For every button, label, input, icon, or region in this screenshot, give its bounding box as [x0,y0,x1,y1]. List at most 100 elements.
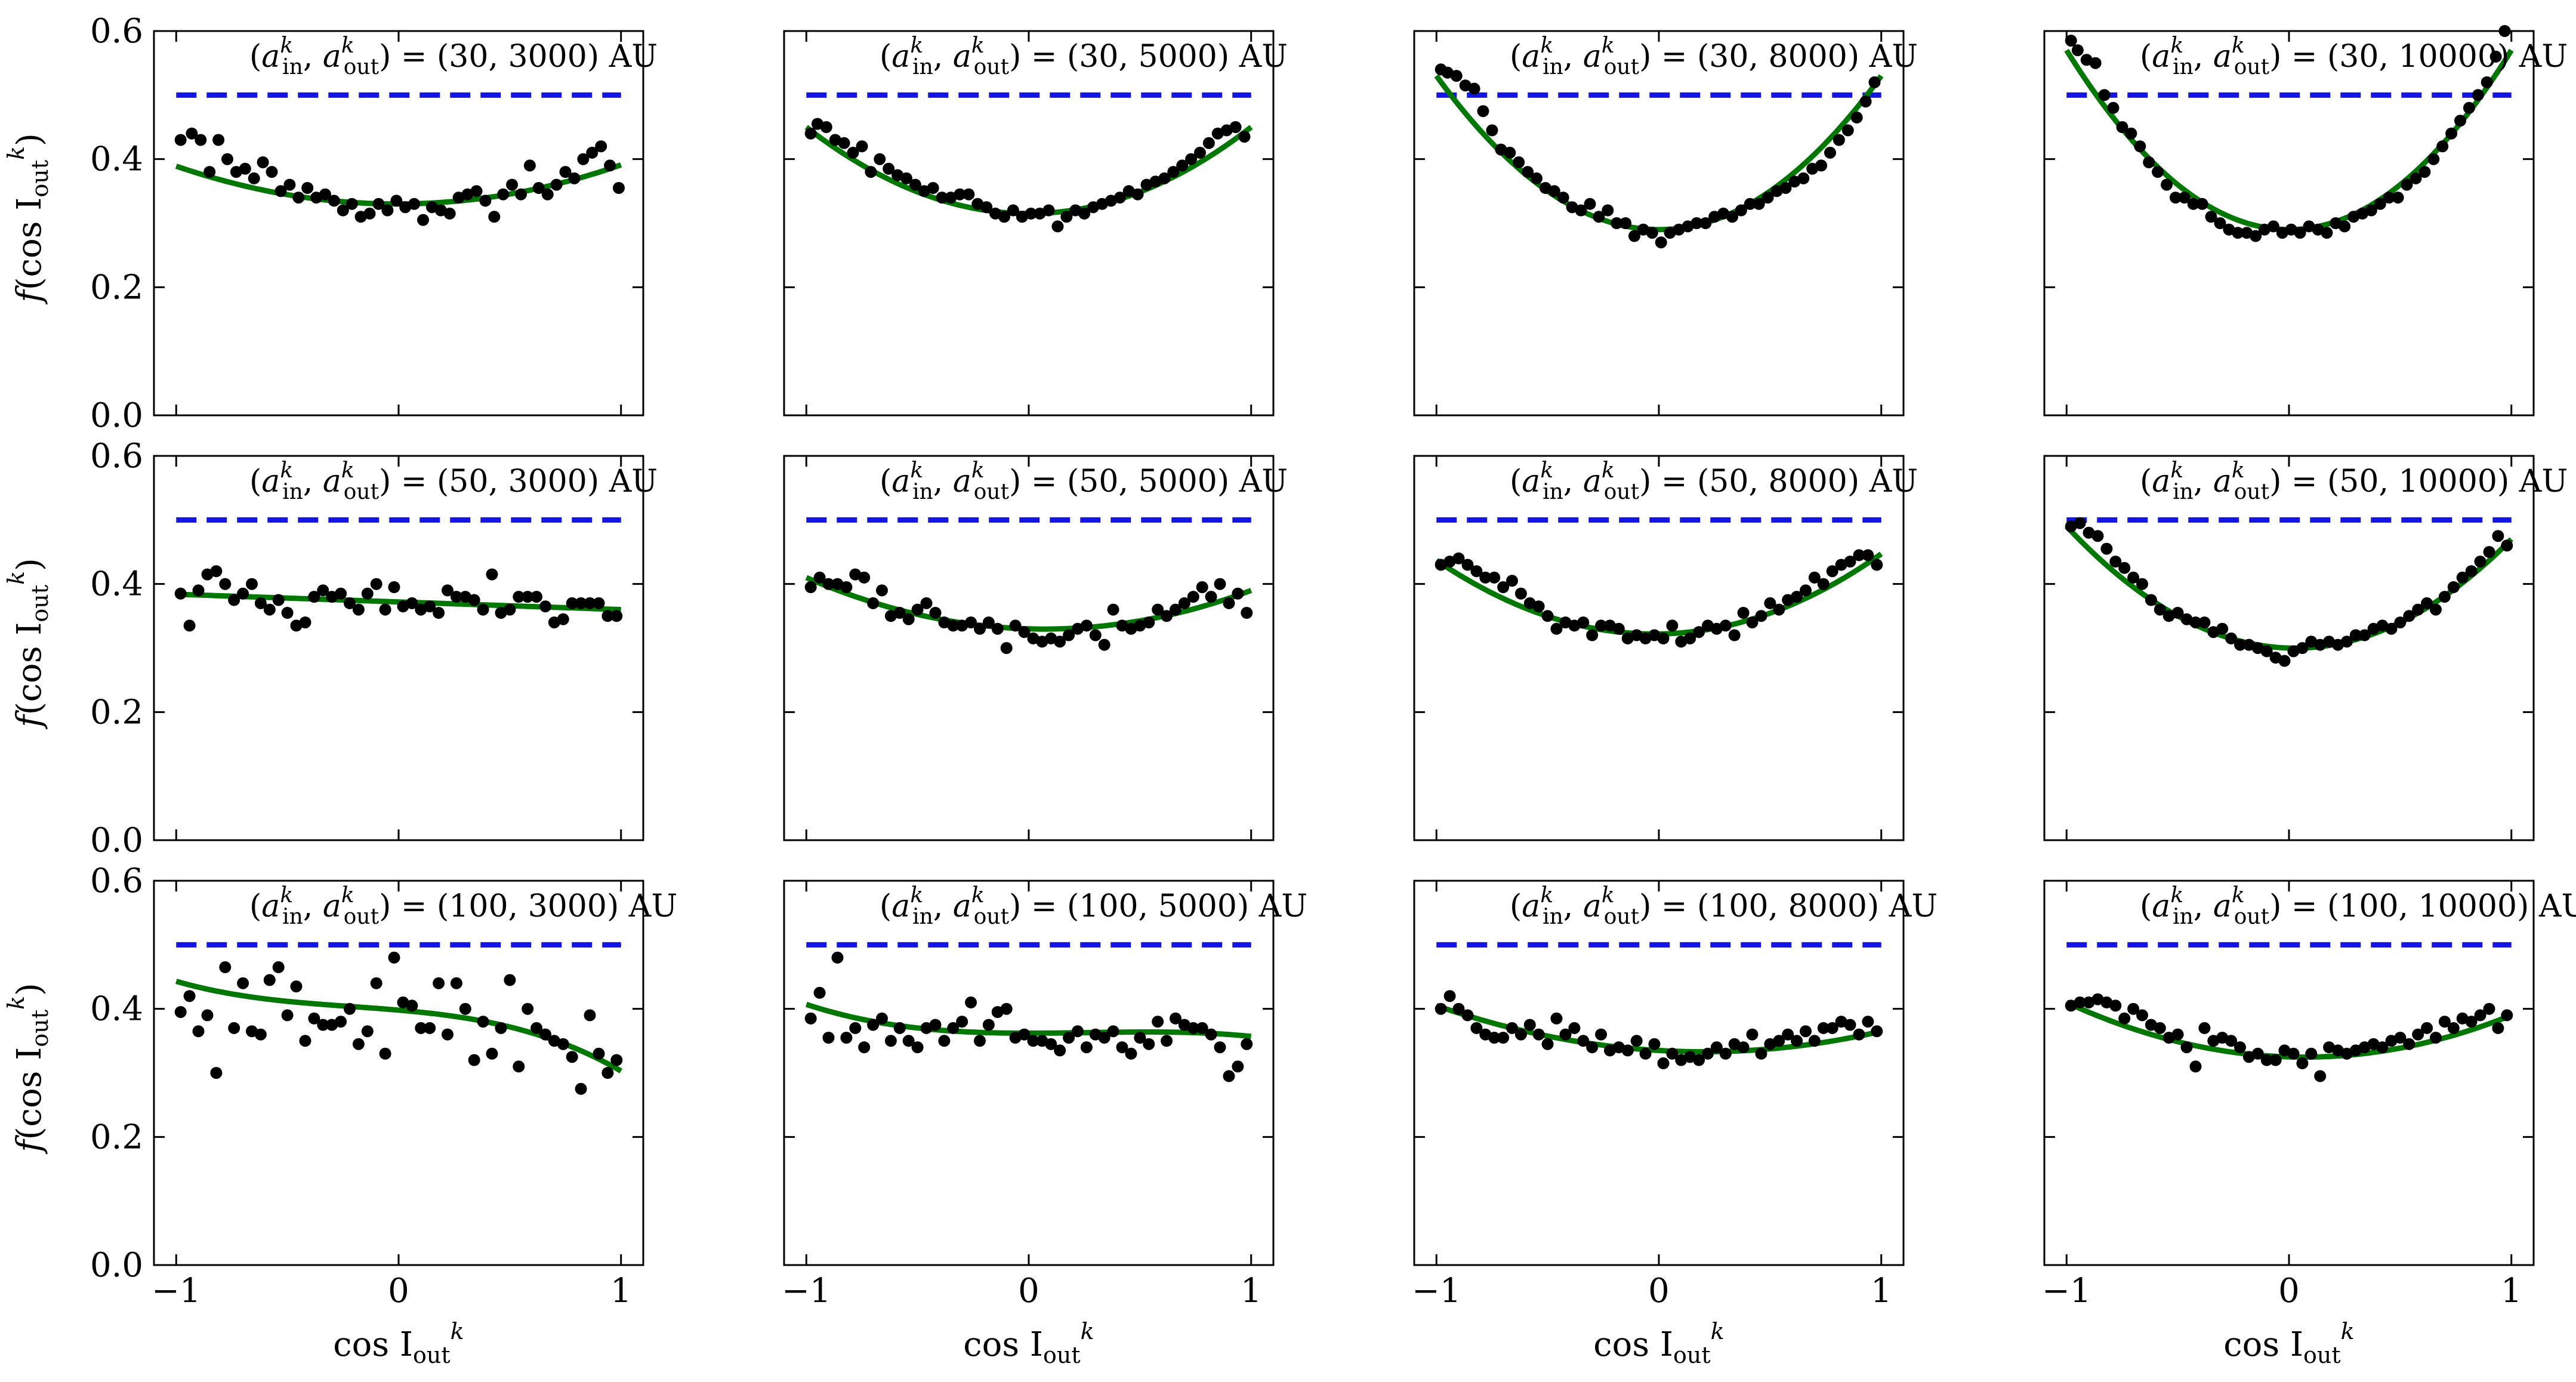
data-point [1202,137,1215,149]
data-point [2501,539,2513,552]
data-point [1532,1028,1545,1041]
data-point [1719,619,1732,632]
data-point [1657,1057,1670,1069]
data-point [2374,198,2386,210]
data-point [530,591,543,603]
data-point [515,188,527,200]
data-point [2109,1000,2122,1012]
data-point [831,951,844,964]
data-point [2083,526,2095,539]
data-point [2339,220,2351,233]
y-tick-label: 0.0 [90,396,143,435]
data-point [1550,1012,1563,1025]
data-point [956,1016,968,1028]
data-point [1000,642,1013,654]
data-point [1611,217,1623,229]
data-point [595,140,607,153]
data-point [237,977,249,989]
data-point [1817,578,1830,590]
data-point [2365,204,2377,217]
data-point [424,1022,436,1034]
data-point [345,198,358,210]
data-point [281,607,294,619]
data-point [610,610,623,622]
data-point [1514,1028,1527,1041]
data-point [2232,227,2244,239]
data-point [442,1028,454,1041]
data-point [1214,578,1226,590]
data-point [920,597,933,609]
data-point [974,622,986,635]
data-point [945,192,957,204]
data-point [379,1047,391,1060]
data-point [1241,1038,1253,1050]
data-point [1710,1041,1723,1054]
panel-title: (ak in, ak out) = (30, 10000) AU [2140,33,2568,79]
data-point [1550,622,1563,635]
data-point [991,622,1004,635]
data-point [388,951,400,964]
data-point [477,603,489,616]
data-point [1477,105,1489,118]
data-point [539,600,551,613]
data-point [1628,230,1640,242]
data-point [486,1047,498,1060]
panel-12: −1 0 1 (ak in, ak out) = (100, 10000) AU [2042,880,2576,1310]
data-point [2260,1054,2273,1066]
data-point [1223,1070,1235,1082]
data-point [1080,1041,1093,1054]
data-point [281,1009,294,1022]
data-point [477,1016,489,1028]
data-point [219,961,232,973]
data-point [263,603,276,616]
data-point [2161,178,2173,191]
data-point [203,166,216,178]
data-point [2089,57,2102,69]
data-point [2447,1022,2460,1034]
x-tick-label: 1 [610,1272,632,1310]
data-point [1450,70,1463,82]
data-point [876,584,888,597]
data-point [443,207,456,220]
data-point [1232,587,1244,600]
data-point [174,587,187,600]
data-point [1808,571,1821,584]
data-point [2427,153,2440,165]
data-point [2314,1070,2327,1082]
data-point [506,178,519,191]
data-point [2225,1035,2238,1047]
data-point [1753,198,1765,210]
data-point [370,977,382,989]
data-point [610,1054,623,1066]
data-point [2349,629,2362,641]
data-point [1238,131,1251,143]
data-point [442,584,454,597]
data-point [2492,1022,2504,1034]
data-point [1619,217,1632,229]
data-point [2145,594,2157,606]
data-point [804,127,817,140]
data-point [335,587,347,600]
data-point [2216,622,2229,635]
data-point [192,584,205,597]
data-point [584,597,596,609]
data-point [1853,549,1865,562]
data-point [1504,146,1516,159]
data-point [856,140,868,153]
data-point [1170,1012,1181,1025]
data-point [174,134,187,146]
data-point [1719,1047,1732,1060]
data-point [1850,111,1863,124]
data-point [2154,1022,2166,1034]
data-point [1107,1025,1119,1038]
panel-title: (ak in, ak out) = (100, 8000) AU [1510,883,1938,929]
data-point [479,195,492,207]
data-point [2498,25,2511,37]
data-point [2465,565,2478,578]
data-point [1773,603,1785,616]
data-point [299,1035,311,1047]
data-point [406,1000,418,1012]
data-point [1018,626,1031,638]
data-point [1042,204,1055,217]
